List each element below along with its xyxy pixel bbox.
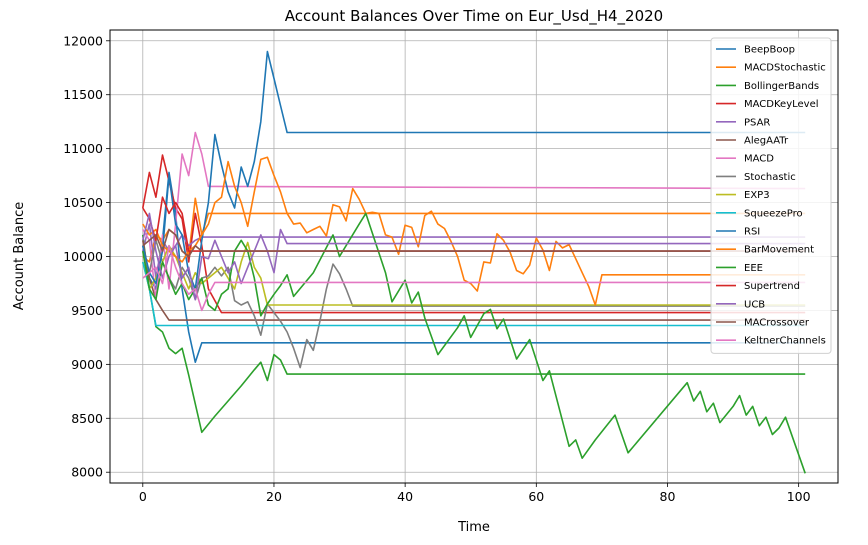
y-tick-label: 11000 [63,141,103,156]
legend-box [710,37,832,354]
series-line-rsi [142,50,806,290]
y-tick-label: 9500 [71,303,103,318]
chart-title: Account Balances Over Time on Eur_Usd_H4… [285,7,663,26]
x-tick-label: 20 [266,489,282,504]
y-tick-label: 10000 [63,249,103,264]
legend-label-barmovement: BarMovement [744,245,814,256]
series-line-macrossover [142,228,806,258]
series-line-exp3 [142,241,806,306]
legend-label-bollingerbands: BollingerBands [744,81,819,92]
series-line-ucb [142,212,806,301]
y-axis-label: Account Balance [12,202,27,310]
y-tick-label: 10500 [63,195,103,210]
legend-label-macd: MACD [744,154,774,165]
legend-label-rsi: RSI [744,227,760,238]
y-tick-label: 8000 [71,465,103,480]
series-line-bollingerbands [142,234,806,434]
legend-label-stochastic: Stochastic [744,172,796,183]
x-tick-label: 0 [139,489,147,504]
legend-label-macrossover: MACrossover [744,318,810,329]
y-tick-label: 12000 [63,33,103,48]
x-tick-label: 40 [397,489,413,504]
legend-label-supertrend: Supertrend [744,281,800,292]
legend-label-beepboop: BeepBoop [744,45,795,56]
series-line-barmovement [142,156,806,306]
legend-label-ucb: UCB [744,299,765,310]
series-lines [142,50,806,474]
y-tick-label: 11500 [63,87,103,102]
legend-label-macdstochastic: MACDStochastic [744,63,826,74]
series-line-keltnerchannels [142,244,806,312]
series-line-eee [142,212,806,474]
legend-label-macdkeylevel: MACDKeyLevel [744,99,819,110]
legend-label-eee: EEE [744,263,763,274]
series-line-squeezepro [142,261,806,327]
series-line-macdkeylevel [142,154,806,314]
legend-label-exp3: EXP3 [744,190,770,201]
y-tick-label: 9000 [71,357,103,372]
legend-label-psar: PSAR [744,117,770,128]
legend-label-alegaatr: AlegAATr [744,136,789,147]
series-line-beepboop [142,171,806,364]
legend: BeepBoopMACDStochasticBollingerBandsMACD… [710,37,832,354]
legend-label-squeezepro: SqueezePro [744,208,803,219]
x-tick-label: 80 [660,489,676,504]
x-axis-label: Time [457,520,490,535]
axis-ticks: 0 20 40 60 80 100 8000 8500 9000 9500 10000 10500 11… [63,33,810,504]
x-tick-label: 60 [528,489,544,504]
y-tick-label: 8500 [71,411,103,426]
x-tick-label: 100 [787,489,811,504]
legend-label-keltnerchannels: KeltnerChannels [744,336,826,347]
